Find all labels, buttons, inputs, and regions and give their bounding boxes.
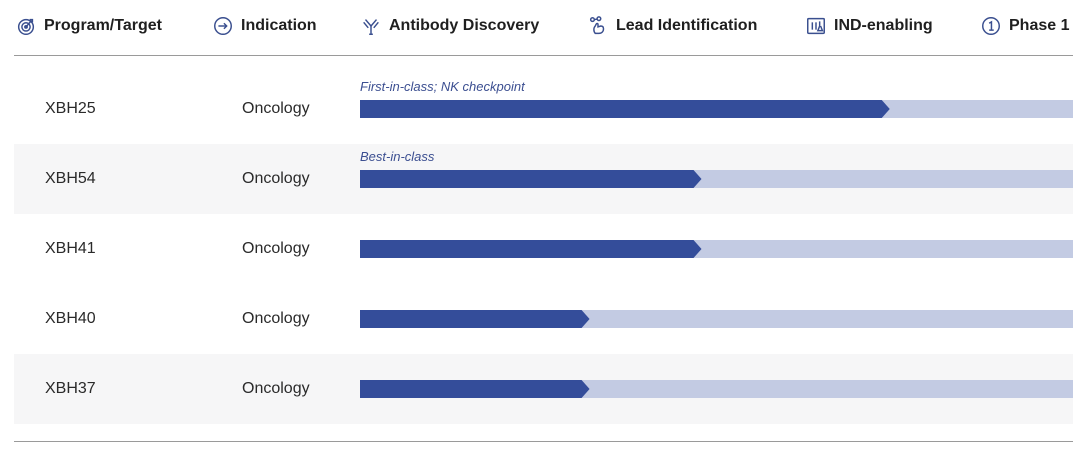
flask-icon — [804, 14, 828, 38]
progress-track — [360, 170, 1073, 188]
column-phase-1: Phase 1 — [979, 13, 1069, 39]
header-divider — [14, 55, 1073, 56]
progress-bar — [360, 100, 890, 118]
progress-bar — [360, 170, 702, 188]
program-indication: Oncology — [242, 170, 310, 187]
column-antibody-discovery: Antibody Discovery — [359, 13, 539, 39]
program-target: XBH25 — [45, 100, 96, 117]
column-lead-identification: Lead Identification — [586, 13, 757, 39]
progress-bar — [360, 310, 590, 328]
pipeline-header: Program/Target Indication Antibody Disco… — [0, 0, 1080, 52]
antibody-icon — [359, 14, 383, 38]
program-indication: Oncology — [242, 240, 310, 257]
progress-bar — [360, 380, 590, 398]
column-label: Lead Identification — [616, 17, 758, 34]
column-indication: Indication — [211, 13, 317, 39]
progress-track — [360, 310, 1073, 328]
program-indication: Oncology — [242, 310, 310, 327]
target-icon — [14, 14, 38, 38]
column-label: Indication — [241, 17, 317, 34]
pipeline-row: XBH40 Oncology — [14, 284, 1073, 354]
progress-track — [360, 240, 1073, 258]
arrow-circle-icon — [211, 14, 235, 38]
pipeline-row: XBH54 Oncology Best-in-class — [14, 144, 1073, 214]
pipeline-rows: XBH25 Oncology First-in-class; NK checkp… — [14, 74, 1073, 424]
column-label: Program/Target — [44, 17, 162, 34]
program-indication: Oncology — [242, 380, 310, 397]
pipeline-row: XBH37 Oncology — [14, 354, 1073, 424]
pipeline-row: XBH41 Oncology — [14, 214, 1073, 284]
column-label: IND-enabling — [834, 17, 933, 34]
number-one-circle-icon — [979, 14, 1003, 38]
pipeline-row: XBH25 Oncology First-in-class; NK checkp… — [14, 74, 1073, 144]
program-note: Best-in-class — [360, 149, 435, 164]
program-target: XBH54 — [45, 170, 96, 187]
program-target: XBH41 — [45, 240, 96, 257]
column-program-target: Program/Target — [14, 13, 162, 39]
footer-divider — [14, 441, 1073, 442]
progress-track — [360, 100, 1073, 118]
program-target: XBH40 — [45, 310, 96, 327]
column-label: Phase 1 — [1009, 17, 1070, 34]
hand-molecule-icon — [586, 14, 610, 38]
progress-track — [360, 380, 1073, 398]
progress-bar — [360, 240, 702, 258]
program-note: First-in-class; NK checkpoint — [360, 79, 525, 94]
column-label: Antibody Discovery — [389, 17, 540, 34]
program-target: XBH37 — [45, 380, 96, 397]
program-indication: Oncology — [242, 100, 310, 117]
column-ind-enabling: IND-enabling — [804, 13, 933, 39]
